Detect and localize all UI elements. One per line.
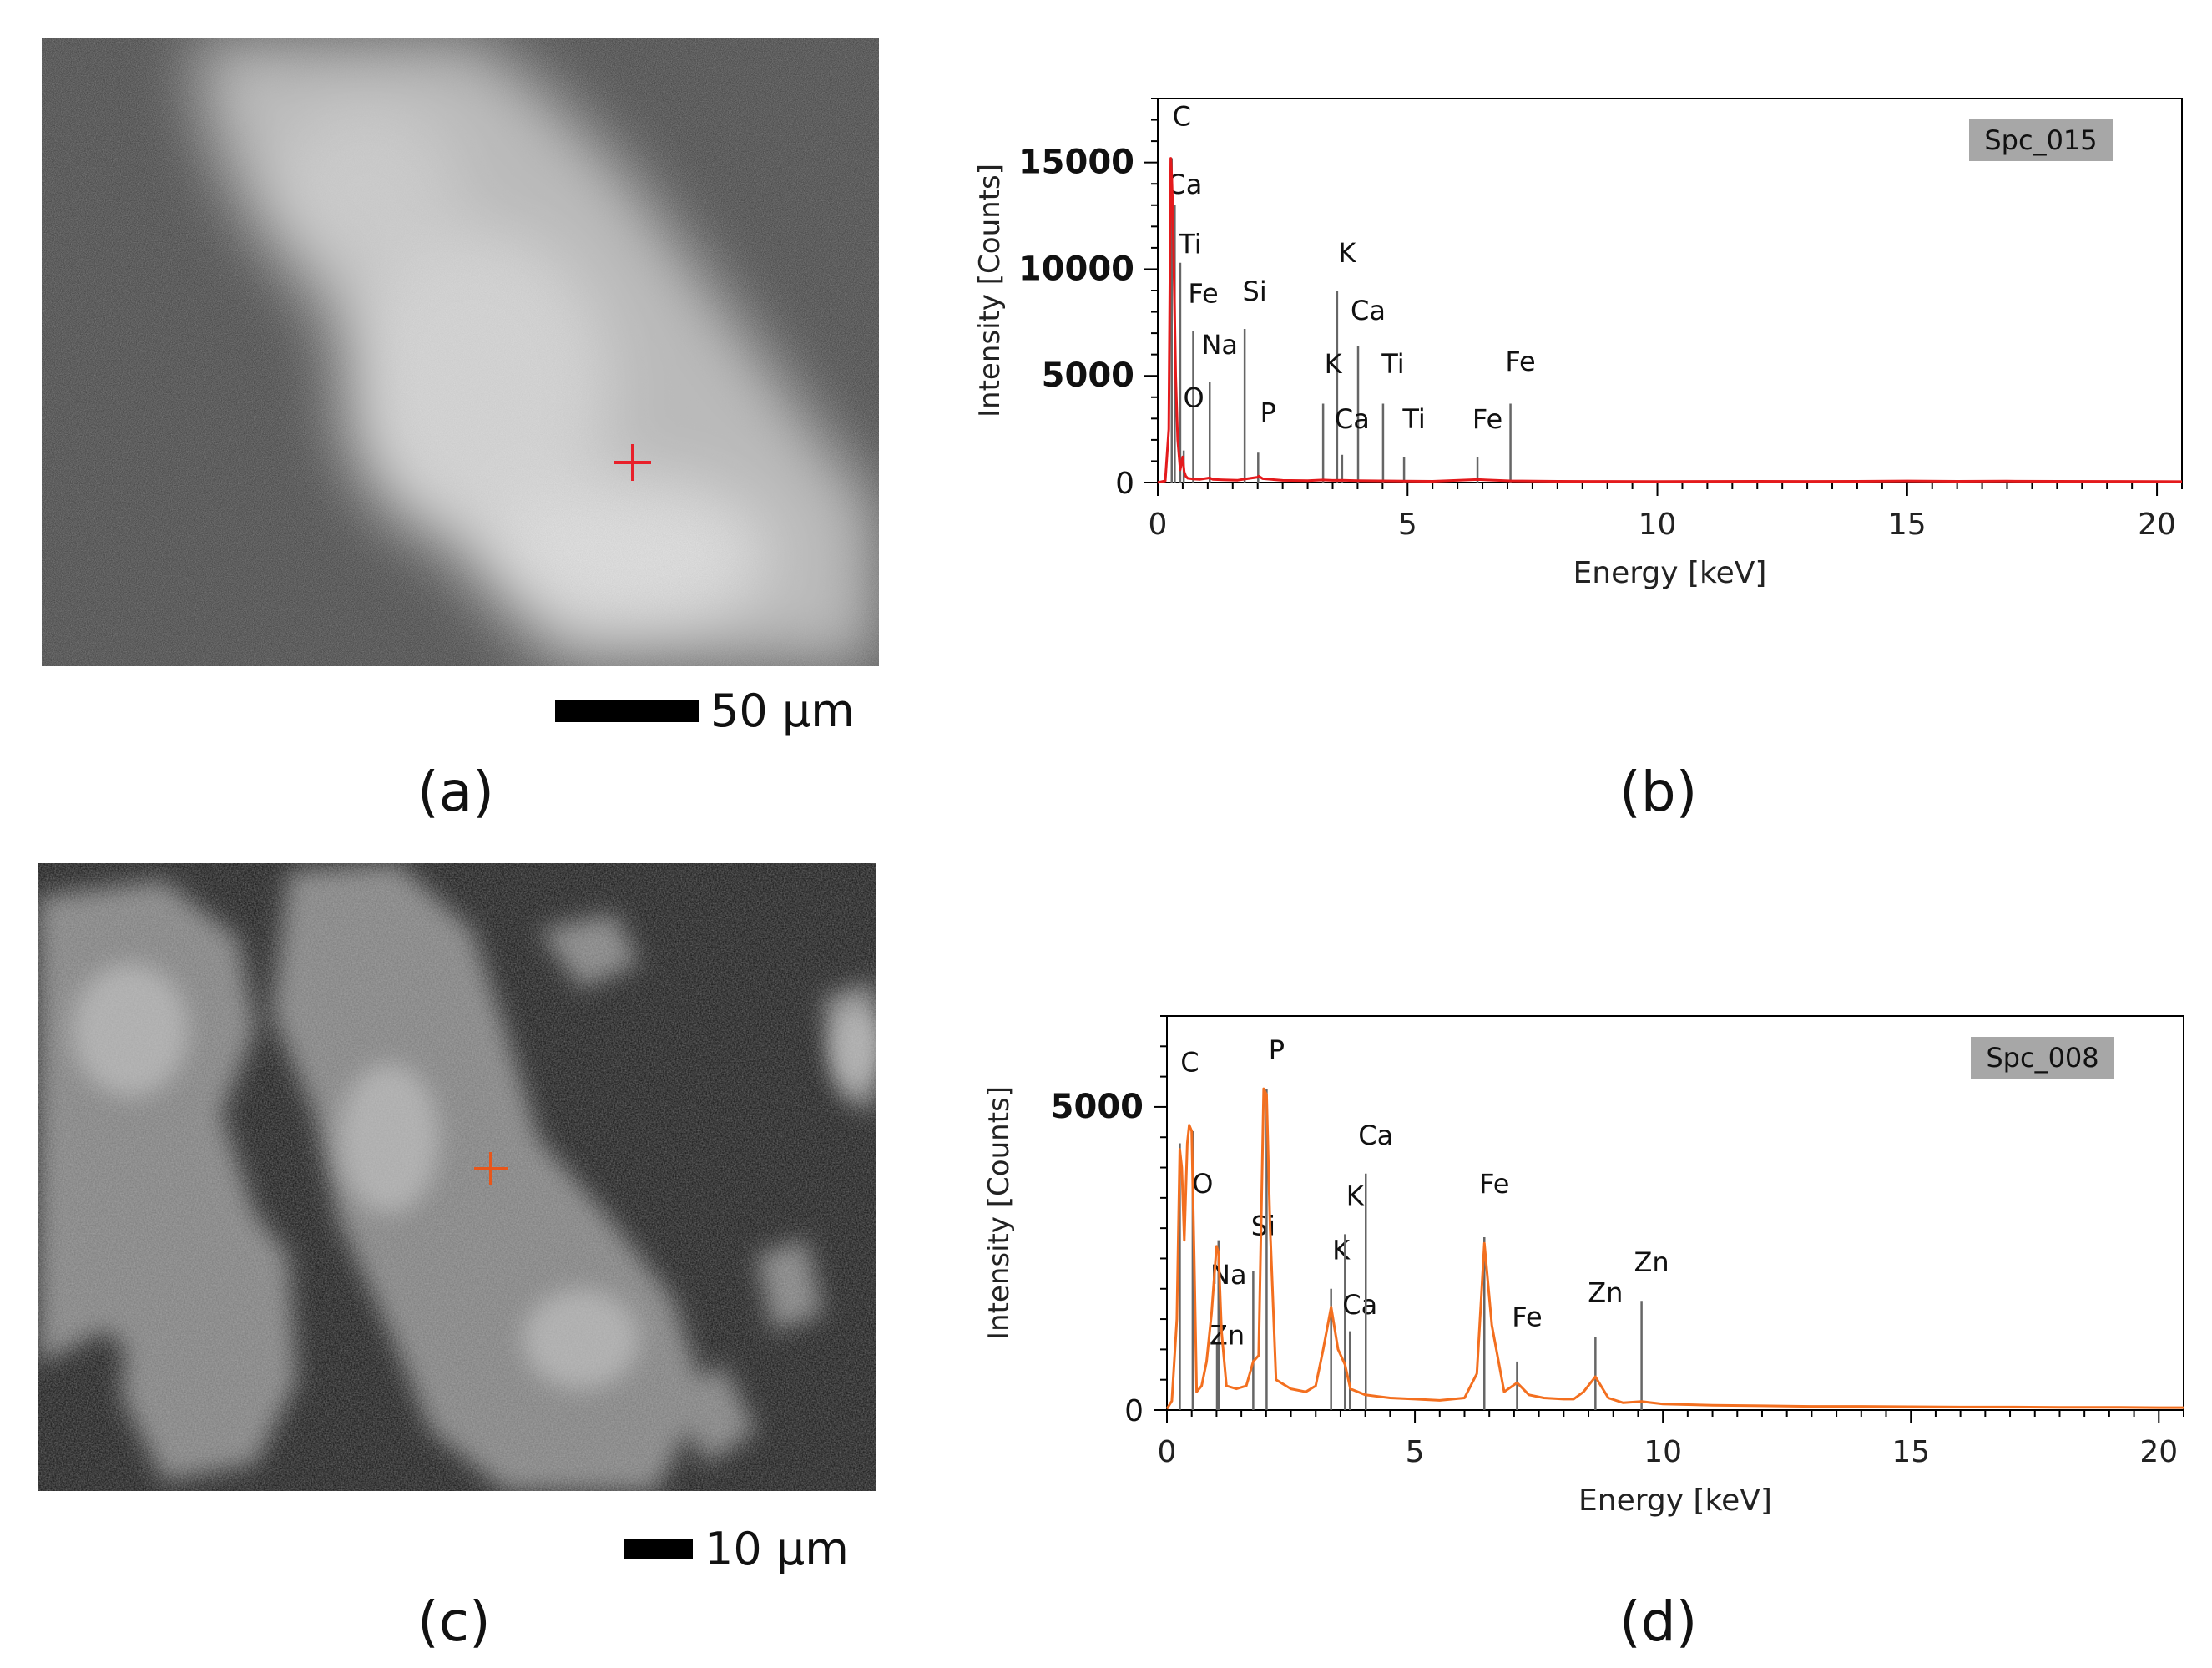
peak-label: Ca [1351,295,1386,326]
analysis-point-marker [614,444,651,481]
x-axis-label: Energy [keV] [1573,556,1767,590]
sem-image-c [38,863,876,1491]
scale-bar-label: 10 μm [705,1523,849,1575]
scale-bar-line [624,1539,693,1559]
panel-label-c: (c) [417,1590,491,1654]
peak-label: O [1192,1168,1213,1200]
sem-image-a [42,38,879,666]
scale-bar-line [555,700,699,722]
peak-label: Si [1243,275,1267,307]
y-tick-label: 0 [1124,1394,1144,1428]
x-axis-label: Energy [keV] [1578,1484,1772,1518]
peak-label: Zn [1588,1277,1623,1309]
peak-label: Na [1201,329,1238,361]
y-axis-label: Intensity [Counts] [973,164,1007,417]
peak-label: Fe [1188,277,1218,309]
x-tick-label: 10 [1639,508,1677,542]
peak-label: Si [1251,1211,1275,1242]
marker-vertical [631,444,634,481]
peak-label: Ca [1358,1120,1393,1151]
scale-bar-label: 50 μm [710,685,855,737]
legend-box [1971,1037,2114,1079]
spectrum-line [1157,157,2183,484]
peak-label: Fe [1472,403,1502,435]
eds-spectrum-chart-b: 0 5 10 15 20 0 5000 10000 15000 Energy [keV] Inten… [973,98,2183,590]
y-tick-label: 5000 [1051,1088,1144,1126]
panel-c: 10 μm (c) [0,834,918,1668]
peak-label: O [1184,382,1204,414]
panel-label-b: (b) [1619,760,1698,824]
panel-label-a: (a) [417,760,494,824]
x-tick-label: 20 [2139,1435,2178,1469]
x-tick-label: 15 [1891,1435,1930,1469]
peak-label: C [1173,100,1191,132]
x-tick-label: 15 [1888,508,1927,542]
peak-label: K [1332,1235,1351,1266]
panel-d: 0 5 10 15 20 0 5000 Energy [keV] Intensity [Coun… [918,834,2212,1668]
panel-label-d: (d) [1619,1590,1698,1654]
scale-bar-a: 50 μm [555,685,855,737]
peak-label: K [1325,348,1343,380]
x-tick-label: 0 [1149,508,1168,542]
peak-label: C [1180,1047,1199,1079]
panel-a: 50 μm (a) [0,0,918,834]
peak-label: Zn [1634,1246,1669,1278]
peak-label: K [1346,1180,1365,1211]
peak-label: Ti [1381,348,1404,380]
scale-bar-c: 10 μm [624,1523,849,1575]
y-axis-label: Intensity [Counts] [982,1086,1016,1340]
spectrum-line [1165,1087,2184,1410]
peak-label: Zn [1210,1319,1245,1351]
x-tick-label: 10 [1644,1435,1682,1469]
x-tick-label: 5 [1398,508,1417,542]
x-tick-label: 5 [1406,1435,1425,1469]
peak-label: Ca [1342,1289,1377,1321]
peak-label: Fe [1512,1302,1542,1333]
peak-label: Ca [1335,403,1370,435]
legend-box [1969,119,2113,161]
peak-label: Fe [1479,1168,1509,1200]
plot-frame [1166,1015,2184,1411]
y-tick-label: 0 [1115,467,1134,501]
eds-spectrum-chart-d: 0 5 10 15 20 0 5000 Energy [keV] Intensity [Coun… [982,1015,2184,1518]
y-tick-label: 5000 [1042,356,1134,395]
y-tick-label: 10000 [1018,250,1134,288]
peak-label: P [1269,1034,1285,1066]
peak-label: Ti [1401,403,1425,435]
analysis-point-marker [474,1152,508,1185]
x-tick-label: 20 [2138,508,2176,542]
legend-label: Spc_008 [1986,1042,2098,1074]
x-tick-label: 0 [1158,1435,1177,1469]
peak-label: Fe [1505,346,1535,377]
peak-label: P [1260,397,1276,429]
legend-label: Spc_015 [1984,124,2097,156]
y-tick-label: 15000 [1018,144,1134,182]
peak-label: Ti [1178,229,1201,260]
marker-vertical [489,1152,492,1185]
panel-b: 0 5 10 15 20 0 5000 10000 15000 Energy [keV] Inten… [918,0,2212,834]
peak-label: K [1338,237,1356,269]
